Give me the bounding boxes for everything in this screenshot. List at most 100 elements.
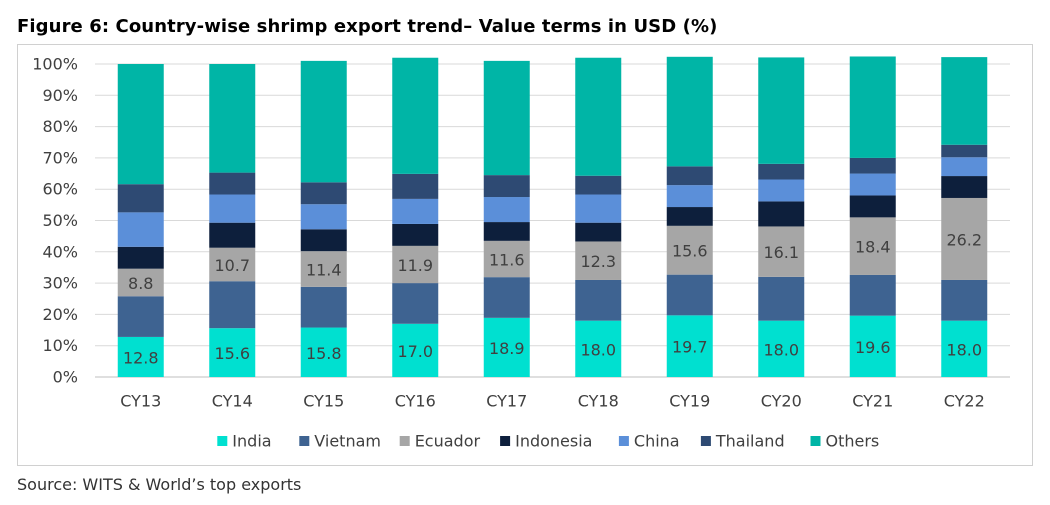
legend-swatch-others (810, 436, 821, 446)
data-label: 19.6 (855, 338, 891, 357)
y-tick-label: 60% (42, 180, 78, 199)
bar-segment-thailand (392, 173, 439, 199)
y-tick-label: 30% (42, 274, 78, 293)
bar-segment-indonesia (209, 222, 256, 248)
legend-label: Thailand (715, 432, 785, 451)
bar-segment-ecuador (758, 226, 805, 277)
legend-swatch-thailand (700, 436, 711, 446)
x-tick-label: CY13 (120, 392, 161, 411)
bar-segment-ecuador (392, 245, 439, 284)
bar-segment-india (575, 320, 622, 377)
data-label: 11.4 (306, 261, 342, 280)
bar-segment-others (575, 57, 622, 176)
bar-segment-vietnam (300, 286, 347, 328)
data-label: 18.0 (946, 340, 982, 359)
data-label: 10.7 (214, 256, 250, 275)
y-tick-label: 40% (42, 242, 78, 261)
bar-segment-thailand (483, 175, 530, 198)
legend-swatch-china (618, 436, 629, 446)
y-tick-label: 50% (42, 211, 78, 230)
data-label: 15.6 (214, 344, 250, 363)
y-tick-label: 0% (53, 368, 78, 387)
bar-segment-china (575, 194, 622, 223)
bar-segment-ecuador (483, 240, 530, 278)
x-tick-label: CY21 (852, 392, 893, 411)
legend-swatch-indonesia (500, 436, 511, 446)
data-label: 12.3 (580, 252, 616, 271)
bar-segment-india (483, 317, 530, 377)
bar-segment-india (209, 328, 256, 377)
x-tick-label: CY20 (761, 392, 802, 411)
bar-segment-vietnam (849, 274, 896, 316)
bar-segment-indonesia (300, 229, 347, 252)
bar-segment-ecuador (666, 225, 713, 275)
bar-segment-china (666, 185, 713, 208)
chart-frame (17, 44, 1033, 466)
bar-segment-ecuador (849, 217, 896, 275)
bar-segment-ecuador (300, 251, 347, 287)
bar-segment-thailand (209, 172, 256, 195)
bar-segment-china (117, 212, 164, 247)
data-label: 18.4 (855, 238, 891, 257)
x-tick-label: CY14 (212, 392, 253, 411)
legend-label: Vietnam (314, 432, 381, 451)
legend-swatch-vietnam (299, 436, 310, 446)
bar-segment-thailand (666, 166, 713, 186)
legend-swatch-ecuador (399, 436, 410, 446)
legend-label: Others (826, 432, 880, 451)
bar-segment-others (300, 60, 347, 183)
data-label: 15.6 (672, 242, 708, 261)
x-tick-label: CY19 (669, 392, 710, 411)
bar-segment-others (117, 64, 164, 185)
x-tick-label: CY18 (578, 392, 619, 411)
bar-segment-ecuador (117, 268, 164, 297)
y-tick-label: 90% (42, 86, 78, 105)
data-label: 26.2 (946, 230, 982, 249)
y-tick-label: 20% (42, 305, 78, 324)
y-tick-label: 70% (42, 148, 78, 167)
legend-label: India (232, 432, 271, 451)
figure-title: Figure 6: Country-wise shrimp export tre… (17, 16, 718, 37)
source-note: Source: WITS & World’s top exports (17, 475, 302, 494)
bar-segment-indonesia (758, 201, 805, 227)
data-label: 19.7 (672, 338, 708, 357)
bar-segment-indonesia (117, 246, 164, 269)
bar-segment-china (300, 204, 347, 230)
bar-segment-others (209, 64, 256, 173)
bar-segment-vietnam (666, 274, 713, 316)
bar-segment-indonesia (575, 222, 622, 242)
legend-label: Indonesia (515, 432, 592, 451)
data-label: 18.0 (763, 340, 799, 359)
bar-segment-thailand (941, 144, 988, 158)
data-label: 11.9 (397, 256, 433, 275)
data-label: 12.8 (123, 348, 159, 367)
bar-segment-china (758, 179, 805, 202)
data-label: 16.1 (763, 243, 799, 262)
bar-segment-china (392, 198, 439, 224)
bar-segment-vietnam (758, 276, 805, 321)
bar-segment-china (941, 157, 988, 177)
y-tick-label: 10% (42, 336, 78, 355)
y-tick-label: 80% (42, 117, 78, 136)
bar-segment-indonesia (941, 176, 988, 198)
data-label: 15.8 (306, 344, 342, 363)
bar-segment-indonesia (666, 207, 713, 226)
bar-segment-indonesia (483, 222, 530, 241)
legend-label: Ecuador (415, 432, 481, 451)
bar-segment-indonesia (849, 195, 896, 218)
bar-segment-others (849, 56, 896, 158)
bar-segment-india (758, 320, 805, 377)
bar-segment-indonesia (392, 223, 439, 246)
bar-segment-india (117, 336, 164, 377)
x-tick-label: CY15 (303, 392, 344, 411)
bar-segment-thailand (117, 184, 164, 213)
bar-segment-thailand (758, 163, 805, 180)
bar-segment-china (209, 194, 256, 223)
bar-segment-others (758, 57, 805, 164)
bar-segment-ecuador (575, 241, 622, 280)
bar-segment-others (666, 56, 713, 167)
bar-segment-vietnam (575, 279, 622, 321)
data-label: 18.0 (580, 340, 616, 359)
bar-segment-ecuador (209, 247, 256, 282)
bar-segment-vietnam (941, 279, 988, 321)
